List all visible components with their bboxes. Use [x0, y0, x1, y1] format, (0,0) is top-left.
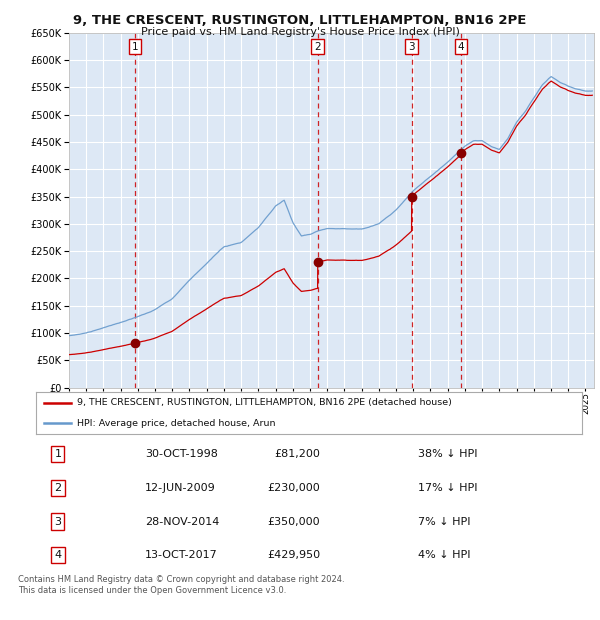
Text: Price paid vs. HM Land Registry's House Price Index (HPI): Price paid vs. HM Land Registry's House …	[140, 27, 460, 37]
Text: 4: 4	[458, 42, 464, 51]
Text: 28-NOV-2014: 28-NOV-2014	[145, 516, 220, 526]
Text: 3: 3	[409, 42, 415, 51]
Text: 13-OCT-2017: 13-OCT-2017	[145, 551, 218, 560]
Text: 17% ↓ HPI: 17% ↓ HPI	[418, 483, 478, 493]
Text: HPI: Average price, detached house, Arun: HPI: Average price, detached house, Arun	[77, 418, 275, 428]
Text: Contains HM Land Registry data © Crown copyright and database right 2024.
This d: Contains HM Land Registry data © Crown c…	[18, 575, 344, 595]
Text: 4% ↓ HPI: 4% ↓ HPI	[418, 551, 471, 560]
Text: £81,200: £81,200	[274, 449, 320, 459]
Text: £350,000: £350,000	[267, 516, 320, 526]
Text: 9, THE CRESCENT, RUSTINGTON, LITTLEHAMPTON, BN16 2PE (detached house): 9, THE CRESCENT, RUSTINGTON, LITTLEHAMPT…	[77, 398, 452, 407]
Text: 38% ↓ HPI: 38% ↓ HPI	[418, 449, 478, 459]
Text: 2: 2	[54, 483, 61, 493]
Text: 4: 4	[54, 551, 61, 560]
Text: 3: 3	[55, 516, 61, 526]
Text: 1: 1	[131, 42, 138, 51]
Text: 9, THE CRESCENT, RUSTINGTON, LITTLEHAMPTON, BN16 2PE: 9, THE CRESCENT, RUSTINGTON, LITTLEHAMPT…	[73, 14, 527, 27]
Text: 12-JUN-2009: 12-JUN-2009	[145, 483, 216, 493]
Text: 2: 2	[314, 42, 321, 51]
Text: 7% ↓ HPI: 7% ↓ HPI	[418, 516, 471, 526]
Text: 1: 1	[55, 449, 61, 459]
Text: £429,950: £429,950	[267, 551, 320, 560]
Text: £230,000: £230,000	[267, 483, 320, 493]
Text: 30-OCT-1998: 30-OCT-1998	[145, 449, 218, 459]
